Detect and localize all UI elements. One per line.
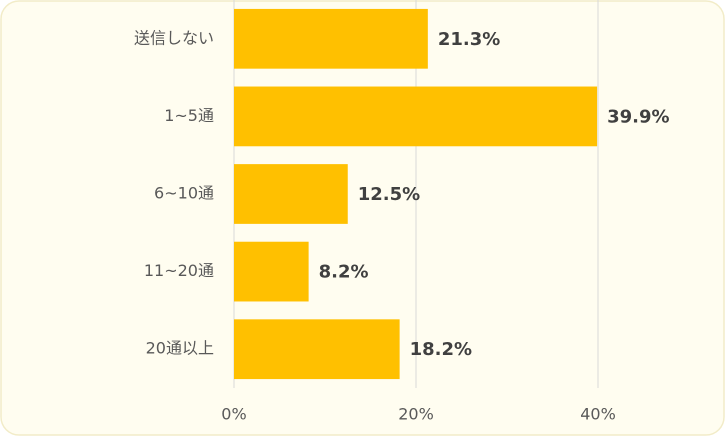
x-tick-label: 40% [580, 405, 616, 424]
y-tick-label: 11~20通 [144, 261, 214, 280]
value-label: 18.2% [410, 339, 472, 360]
bar [234, 8, 428, 69]
y-tick-label: 送信しない [134, 28, 214, 47]
y-tick-label: 1~5通 [164, 106, 214, 125]
value-label: 21.3% [438, 29, 500, 50]
bar [234, 164, 348, 224]
value-label: 12.5% [358, 184, 420, 205]
x-tick-label: 20% [398, 405, 434, 424]
value-label: 39.9% [607, 106, 669, 127]
y-tick-label: 6~10通 [154, 184, 214, 203]
x-tick-label: 0% [221, 405, 246, 424]
bar [234, 319, 400, 380]
y-tick-label: 20通以上 [146, 339, 214, 358]
bar [234, 241, 309, 302]
bar [234, 86, 598, 147]
value-label: 8.2% [319, 262, 369, 283]
